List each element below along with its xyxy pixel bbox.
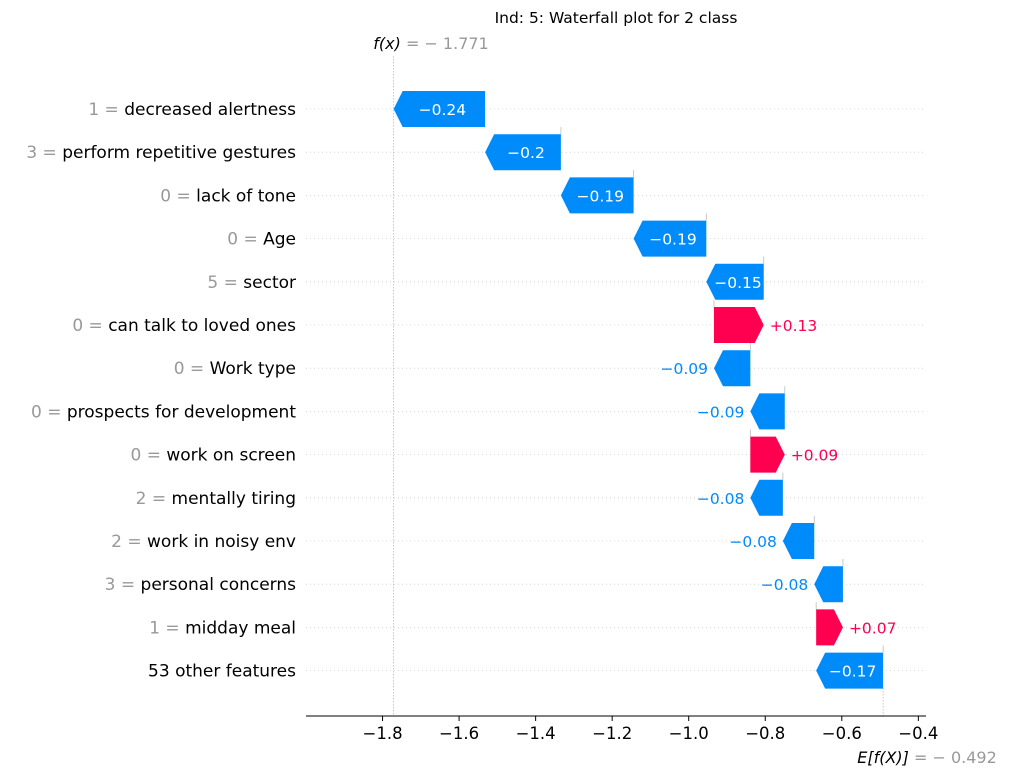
feature-name: perform repetitive gestures — [62, 143, 296, 163]
feature-name: Age — [263, 230, 296, 250]
positive-bar — [713, 307, 764, 343]
feature-label: 1 = midday meal — [149, 618, 296, 638]
negative-bar — [782, 523, 815, 559]
x-tick-label: −0.8 — [745, 724, 785, 743]
negative-bar — [713, 350, 751, 387]
feature-value: 0 = — [160, 186, 196, 206]
feature-name: decreased alertness — [124, 100, 296, 120]
feature-name: can talk to loved ones — [108, 316, 296, 336]
bar-value-label: +0.09 — [791, 447, 839, 465]
feature-value: 0 = — [227, 230, 263, 250]
feature-label: 0 = Age — [227, 230, 296, 250]
x-tick-label: −1.0 — [669, 724, 709, 743]
x-tick-label: −1.2 — [592, 724, 632, 743]
feature-label: 0 = work on screen — [130, 446, 296, 466]
bar-value-label: +0.07 — [849, 619, 897, 637]
negative-bar — [750, 479, 783, 516]
bar-value-label: −0.08 — [697, 490, 745, 508]
waterfall-bars — [393, 91, 884, 689]
bar-value-label: +0.13 — [770, 317, 818, 335]
bar-value-label: −0.19 — [576, 187, 624, 205]
feature-name: Work type — [210, 359, 296, 379]
bar-value-label: −0.09 — [697, 403, 745, 421]
feature-value: 2 = — [136, 489, 172, 509]
feature-value: 0 = — [130, 446, 166, 466]
feature-name: midday meal — [185, 618, 296, 638]
expected-value-annotation: E[f(X)] = − 0.492 — [857, 748, 997, 767]
feature-label: 5 = sector — [207, 273, 296, 293]
negative-bar — [560, 177, 634, 214]
negative-bar — [814, 566, 843, 603]
x-tick-label: −1.6 — [439, 724, 479, 743]
feature-value: 3 = — [105, 575, 141, 595]
feature-label: 2 = mentally tiring — [136, 489, 296, 509]
negative-bar — [633, 220, 707, 257]
x-tick-label: −1.4 — [516, 724, 556, 743]
feature-label: 1 = decreased alertness — [88, 100, 296, 120]
feature-labels: 1 = decreased alertness −0.24 3 = perform … — [26, 100, 896, 682]
positive-bar — [750, 436, 785, 473]
x-tick-label: −0.6 — [822, 724, 862, 743]
fx-value: = − 1.771 — [401, 34, 489, 53]
feature-value: 0 = — [72, 316, 108, 336]
feature-name: prospects for development — [67, 402, 296, 422]
bar-value-label: −0.09 — [660, 360, 708, 378]
negative-bar — [750, 393, 785, 430]
x-axis: −1.8 −1.6 −1.4 −1.2 −1.0 −0.8 −0.6 −0.4 — [306, 715, 938, 743]
feature-name: mentally tiring — [172, 489, 296, 509]
feature-name: work in noisy env — [147, 532, 296, 552]
bar-value-label: −0.15 — [714, 274, 762, 292]
feature-value: 1 = — [88, 100, 124, 120]
reference-lines — [393, 56, 884, 716]
feature-value: 1 = — [149, 618, 185, 638]
bar-value-label: −0.19 — [649, 231, 697, 249]
feature-label: 3 = perform repetitive gestures — [26, 143, 296, 163]
bar-value-label: −0.08 — [729, 533, 777, 551]
feature-value: 3 = — [26, 143, 62, 163]
feature-label: 3 = personal concerns — [105, 575, 296, 595]
feature-value: 2 = — [111, 532, 147, 552]
x-tick-label: −1.8 — [363, 724, 403, 743]
feature-label: 2 = work in noisy env — [111, 532, 296, 552]
negative-bar — [485, 134, 561, 171]
efx-value: = − 0.492 — [909, 748, 997, 767]
feature-label: 0 = can talk to loved ones — [72, 316, 296, 336]
feature-label: 0 = Work type — [174, 359, 296, 379]
bar-value-label: −0.08 — [761, 576, 809, 594]
fx-annotation: f(x) = − 1.771 — [373, 34, 488, 53]
bar-value-label: −0.17 — [829, 663, 877, 681]
negative-bar — [816, 652, 884, 689]
feature-value: 0 = — [174, 359, 210, 379]
feature-name: lack of tone — [196, 186, 296, 206]
efx-label: E[f(X)] — [857, 748, 909, 767]
fx-label: f(x) — [373, 34, 401, 53]
feature-value: 0 = — [31, 402, 67, 422]
feature-name: 53 other features — [148, 662, 296, 682]
bar-value-label: −0.24 — [419, 101, 467, 119]
feature-label: 53 other features — [148, 662, 296, 682]
feature-value: 5 = — [207, 273, 243, 293]
feature-label: 0 = lack of tone — [160, 186, 296, 206]
feature-name: work on screen — [166, 446, 296, 466]
negative-bar — [393, 91, 486, 127]
feature-name: sector — [243, 273, 296, 293]
feature-name: personal concerns — [141, 575, 297, 595]
x-tick-label: −0.4 — [898, 724, 938, 743]
chart-title: Ind: 5: Waterfall plot for 2 class — [495, 9, 738, 27]
feature-label: 0 = prospects for development — [31, 402, 296, 422]
positive-bar — [816, 609, 843, 646]
bar-value-label: −0.2 — [507, 144, 545, 162]
negative-bar — [706, 263, 764, 300]
